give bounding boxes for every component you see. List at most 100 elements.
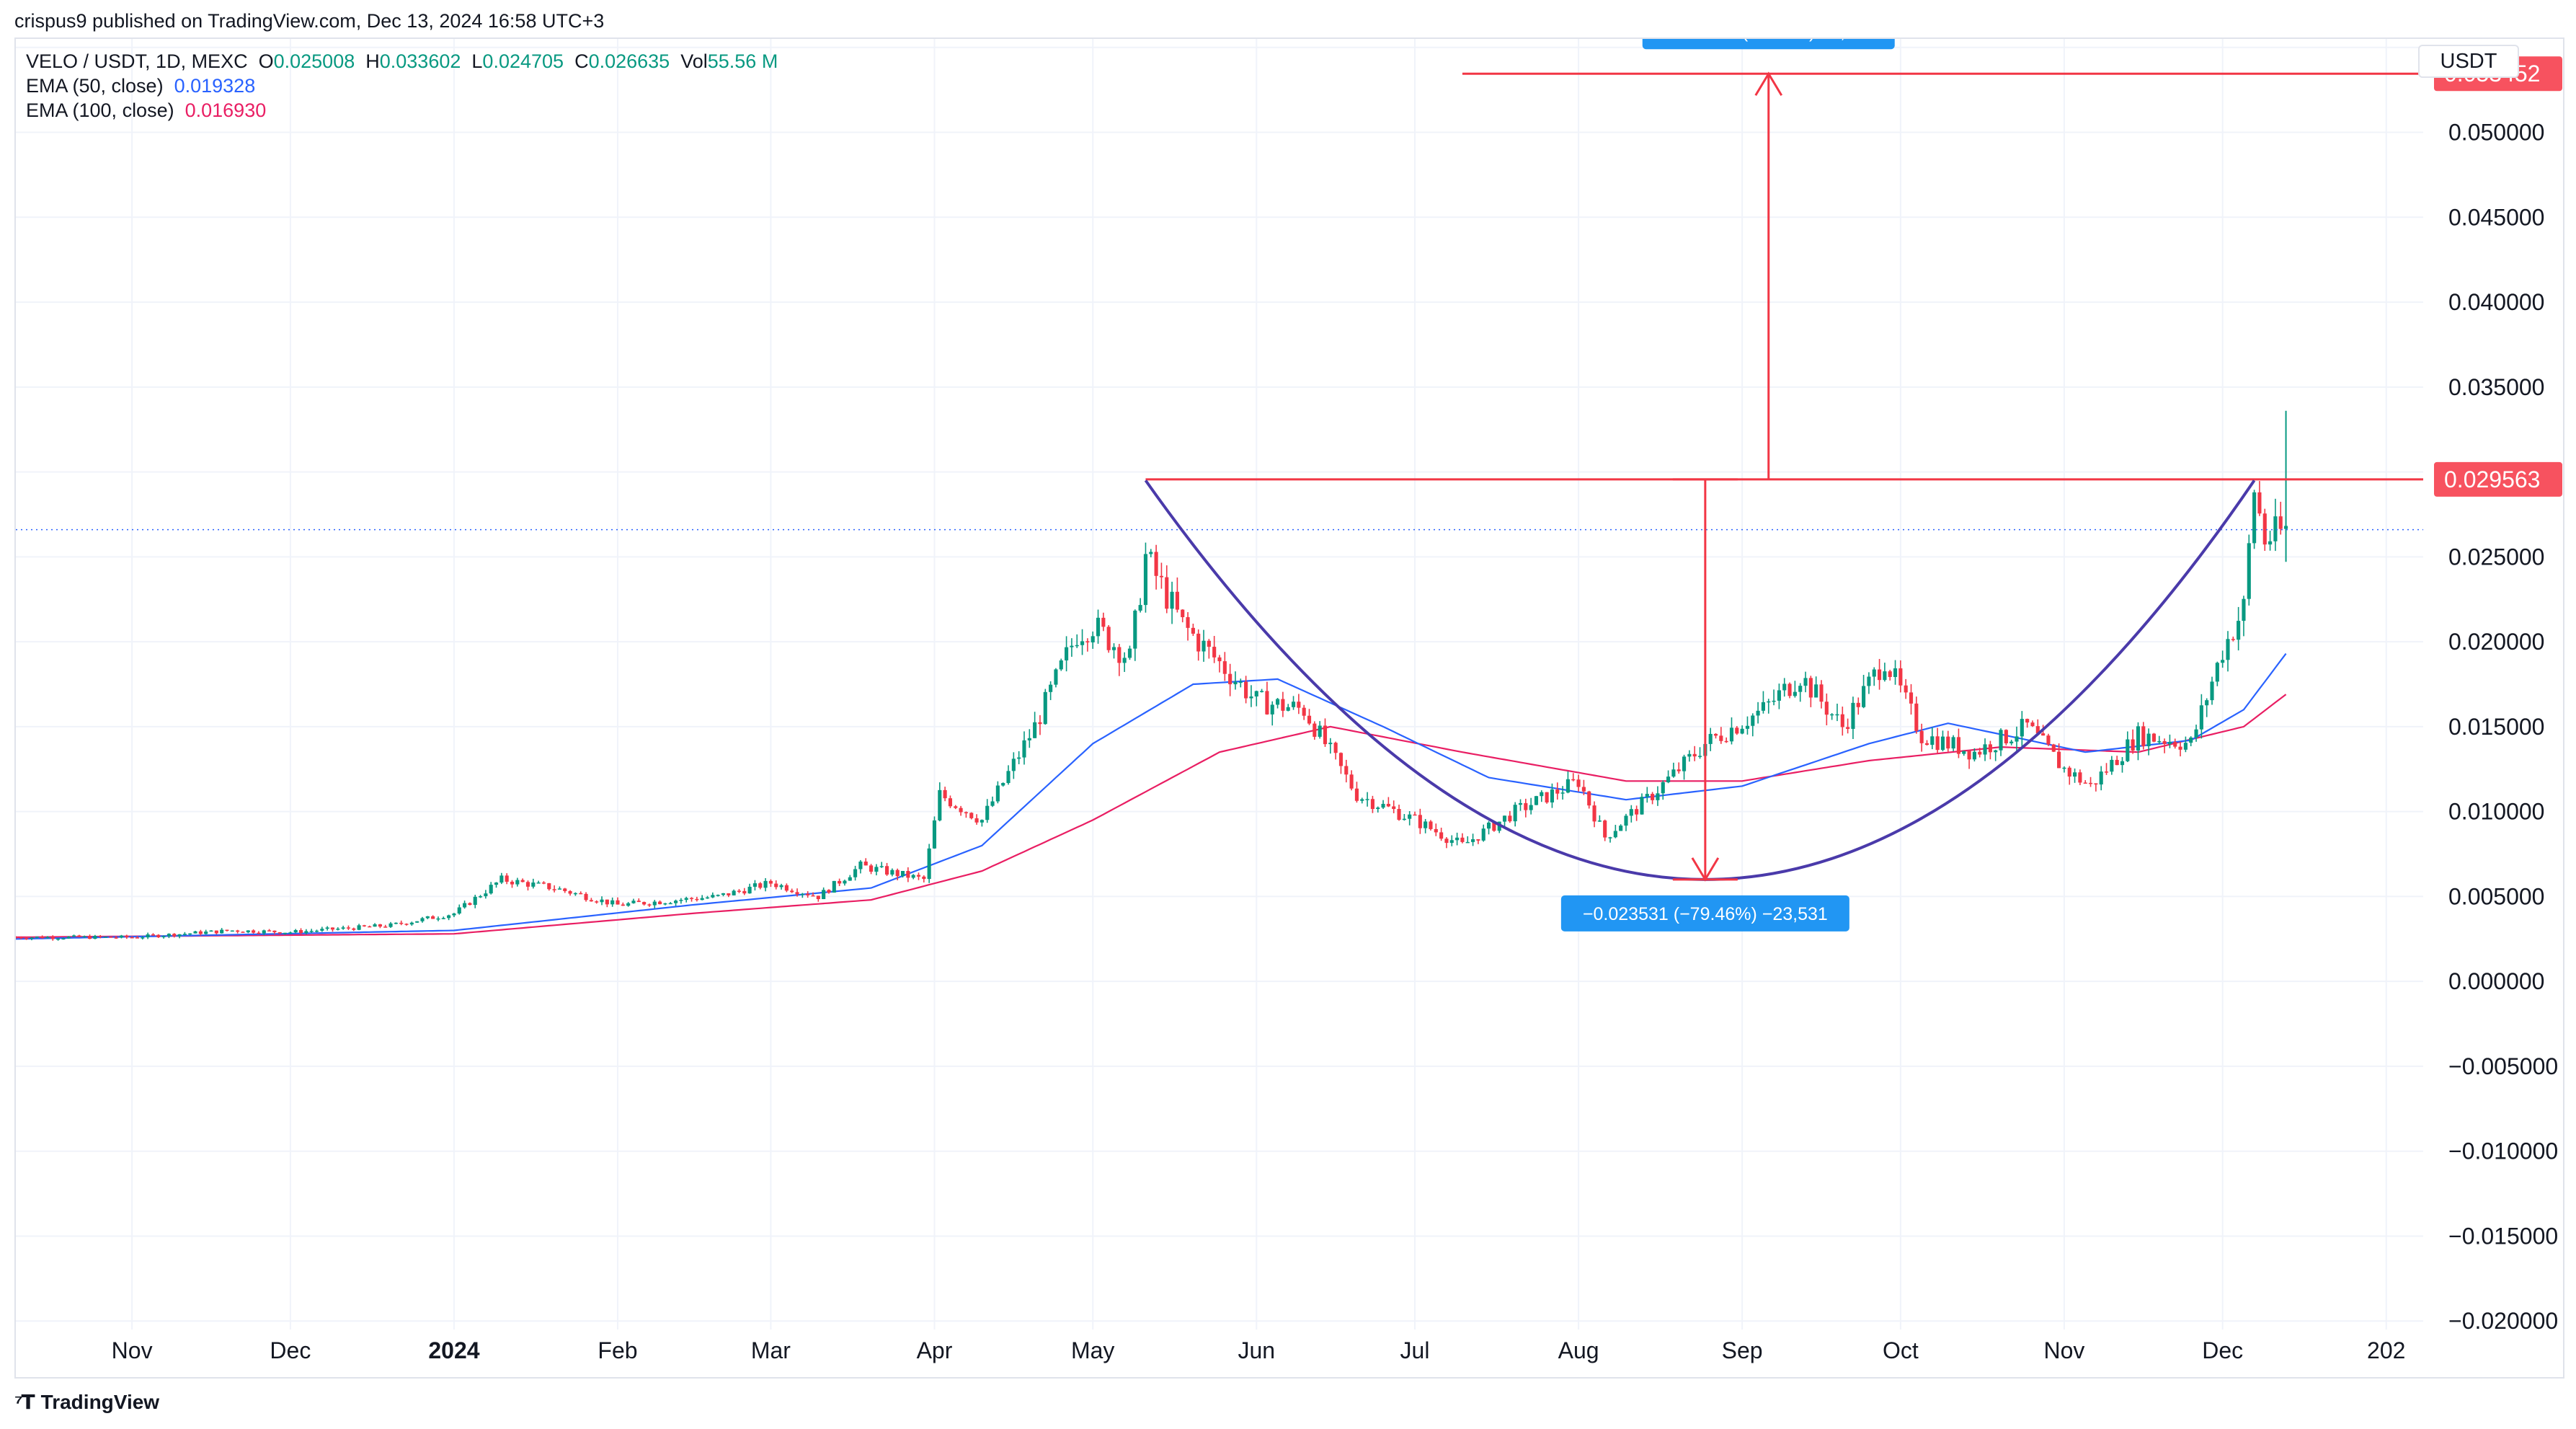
candle-body (114, 937, 118, 939)
candle-body (241, 932, 245, 933)
price-axis[interactable]: 0.050000 0.045000 0.040000 0.035000 0.025000… (2434, 56, 2562, 1334)
candle-body (1740, 728, 1744, 734)
time-tick-label: Sep (1722, 1337, 1763, 1363)
time-tick-label: Nov (2043, 1337, 2084, 1363)
candle-body (1624, 815, 1628, 826)
legend-c-value: 0.026635 (588, 50, 670, 72)
candle-body (1429, 821, 1433, 829)
candle-body (2126, 739, 2130, 761)
legend-c-label: C (574, 50, 589, 72)
legend-h-label: H (365, 50, 380, 72)
candle-body (1344, 766, 1349, 775)
candle-body (990, 801, 995, 806)
legend-h-value: 0.033602 (379, 50, 461, 72)
candle-body (1233, 681, 1238, 685)
ema-lines (16, 652, 2287, 940)
candle-body (541, 882, 546, 884)
candle-body (1540, 792, 1544, 797)
candle-body (93, 935, 97, 939)
candle-body (1576, 779, 1581, 787)
time-axis[interactable]: Nov Dec 2024 Feb Mar Apr May Jun Jul Aug Sep Oct Nov… (112, 1337, 2406, 1363)
candle-body (214, 930, 218, 934)
candle-body (2020, 719, 2024, 737)
candle-body (853, 869, 858, 877)
candle-body (1038, 722, 1042, 725)
ema100-label: EMA (100, close) (26, 99, 174, 121)
candle-body (2242, 598, 2246, 621)
price-tick-label: 0.035000 (2448, 374, 2544, 400)
candle-body (272, 930, 277, 933)
candle-body (742, 890, 747, 894)
candles (16, 410, 2288, 941)
candle-body (980, 820, 984, 823)
candle-body (2083, 782, 2087, 784)
candle-body (932, 820, 937, 849)
candle-body (61, 938, 66, 940)
candle-body (985, 805, 990, 820)
candle-body (563, 888, 567, 891)
candle-body (182, 934, 187, 935)
candle-body (1338, 753, 1343, 766)
candle-body (2057, 751, 2061, 769)
candle-body (2136, 726, 2141, 751)
candle-body (2183, 743, 2188, 750)
candle-body (489, 885, 493, 894)
candle-body (309, 931, 314, 932)
price-tick-label: 0.010000 (2448, 799, 2544, 825)
candle-body (1930, 736, 1935, 746)
candle-body (1449, 840, 1454, 844)
brand-text: TradingView (40, 1390, 160, 1413)
candle-body (1196, 633, 1201, 652)
candle-body (314, 930, 319, 932)
candle-body (1333, 743, 1338, 753)
candle-body (1824, 702, 1829, 715)
candle-body (198, 931, 203, 934)
price-tick-label: 0.015000 (2448, 714, 2544, 740)
candle-body (948, 798, 953, 807)
currency-selector[interactable]: USDT (2418, 45, 2519, 78)
candle-body (35, 937, 39, 938)
candle-body (1270, 704, 1274, 714)
time-tick-label: 202 (2367, 1337, 2405, 1363)
candle-body (1101, 617, 1106, 627)
candle-body (700, 898, 704, 901)
candle-body (2009, 741, 2014, 743)
candle-body (1767, 701, 1771, 703)
candle-body (832, 880, 836, 893)
candle-body (916, 875, 921, 877)
candle-body (209, 930, 213, 932)
candle-body (1460, 837, 1465, 842)
candle-body (858, 861, 863, 870)
candle-body (1782, 683, 1787, 691)
candle-body (193, 931, 197, 934)
candle-body (2141, 726, 2146, 747)
candle-body (2078, 772, 2082, 783)
price-tick-label: −0.020000 (2448, 1308, 2558, 1334)
candle-body (1202, 640, 1206, 652)
candle-body (1708, 733, 1713, 744)
candle-body (784, 885, 789, 891)
candle-body (2104, 771, 2109, 773)
candle-body (927, 848, 931, 880)
candle-body (1772, 700, 1776, 702)
candle-body (2205, 700, 2209, 706)
candle-body (2120, 761, 2125, 766)
candle-body (890, 870, 894, 875)
candle-body (2030, 722, 2035, 727)
candle-body (1777, 690, 1781, 701)
candle-body (1502, 815, 1507, 822)
candle-body (663, 903, 667, 905)
candle-body (1022, 740, 1026, 758)
candle-body (484, 893, 488, 897)
candle-body (879, 866, 884, 867)
candle-body (1603, 820, 1607, 838)
candle-body (56, 938, 61, 940)
candle-body (811, 895, 815, 897)
candle-body (346, 927, 351, 929)
price-chart[interactable]: −0.023531 (−79.46%) −23,531 0.023748 (80.… (16, 39, 2563, 1377)
candle-body (130, 937, 134, 939)
candle-body (267, 930, 272, 932)
time-tick-label: Dec (270, 1337, 311, 1363)
candle-body (468, 903, 472, 906)
candle-body (1133, 610, 1137, 649)
